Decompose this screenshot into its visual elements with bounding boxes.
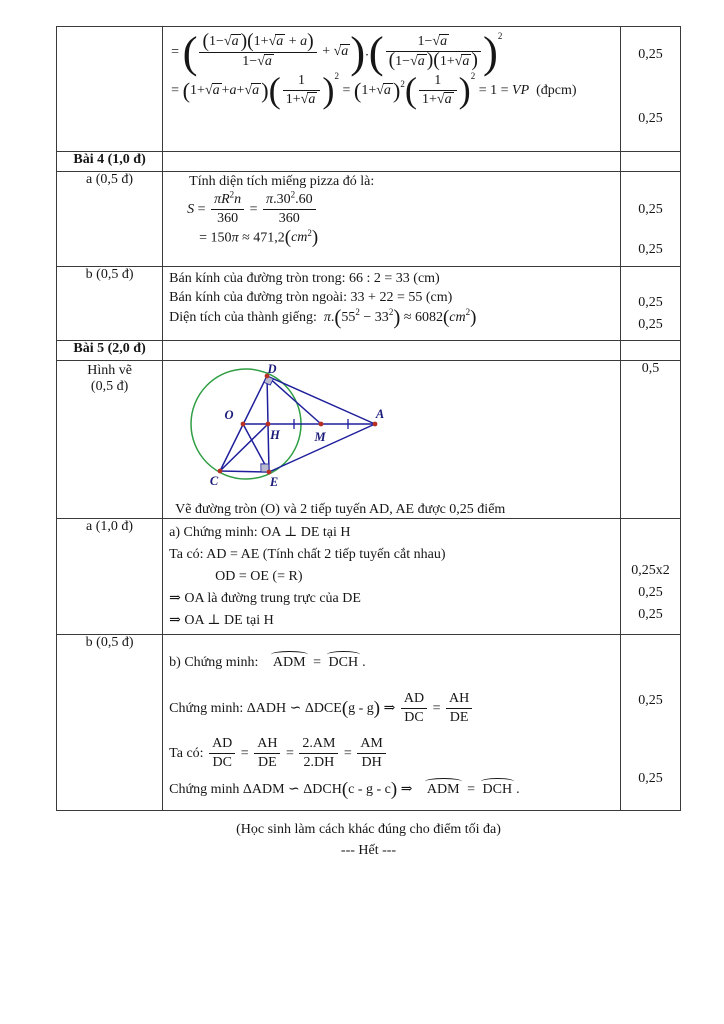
solution-text: OD = OE (= R) (215, 569, 303, 584)
row-bai4-header: Bài 4 (1,0 đ) (55, 151, 682, 172)
formula-line: = (1+√a +a+√a)(1 1+√a) 2 = (1+√a) 2(1 1+√a) 2 … (171, 70, 577, 111)
score-value: 0,25 (638, 317, 663, 332)
row-figure: Hình vẽ (0,5 đ) (55, 360, 682, 519)
score-value: 0,25 (638, 47, 663, 62)
point-M (318, 421, 324, 427)
part-label: b (0,5 đ) (55, 634, 164, 811)
score-value: 0,5 (641, 361, 660, 377)
solution-text: Bán kính của đường tròn trong: 66 : 2 = … (169, 271, 440, 286)
cell-problem-label-empty (55, 26, 164, 152)
score-value: 0,25 (638, 771, 663, 786)
score-value: 0,25 (638, 585, 663, 600)
problem-title: Bài 5 (2,0 đ) (55, 340, 164, 361)
score-value: 0,25 (638, 202, 663, 217)
part-label: Hình vẽ (0,5 đ) (55, 360, 164, 519)
cell-solution: = ((1−√a)(1+√a + a) 1−√a + √a).(1−√a(1−√a… (162, 26, 621, 152)
row-bai4b: b (0,5 đ) Bán kính của đường tròn trong:… (55, 266, 682, 341)
point-O (240, 421, 246, 427)
figure-points-label: (0,5 đ) (90, 379, 129, 394)
segment-DM (266, 375, 322, 425)
score-value: 0,25 (638, 693, 663, 708)
row-bai5a: a (1,0 đ) a) Chứng minh: OA ⊥ DE tại H T… (55, 518, 682, 635)
problem-title: Bài 4 (1,0 đ) (55, 151, 164, 172)
footer-note: (Học sinh làm cách khác đúng cho điểm tố… (236, 822, 501, 837)
score-value: 0,25x2 (631, 563, 670, 578)
part-label: a (0,5 đ) (55, 171, 164, 267)
solution-text: ⇒ OA ⊥ DE tại H (169, 613, 274, 628)
footer-end-marker: --- Hết --- (340, 843, 397, 858)
point-D (264, 373, 270, 379)
cell-empty (162, 151, 621, 172)
figure-caption: Vẽ đường tròn (O) và 2 tiếp tuyến AD, AE… (175, 502, 506, 517)
formula-line: b) Chứng minh: ADM = DCH. (169, 651, 616, 671)
cell-empty (162, 340, 621, 361)
score-value: 0,25 (638, 607, 663, 622)
formula-line: Ta có: AD DC = AH DE = 2.AM 2.DH = AM DH (169, 736, 616, 771)
segment-DA (266, 375, 376, 425)
cell-figure: O D H M A C E Vẽ đường tròn (O) và 2 tiế… (162, 360, 621, 519)
formula-line: = 150π ≈ 471,2(cm2) (199, 227, 319, 249)
point-E (266, 469, 272, 475)
point-label-H: H (269, 428, 281, 442)
cell-score: 0,25 0,25 (619, 634, 682, 811)
cell-solution: Bán kính của đường tròn trong: 66 : 2 = … (162, 266, 621, 341)
geometry-figure: O D H M A C E (190, 362, 384, 489)
formula-line: Diện tích của thành giếng: π.(552 − 332)… (169, 305, 477, 329)
row-bai5b: b (0,5 đ) b) Chứng minh: ADM = DCH. Chứn… (55, 634, 682, 811)
row-bai4a: a (0,5 đ) Tính diện tích miếng pizza đó … (55, 171, 682, 267)
solution-text: ⇒ OA là đường trung trực của DE (169, 591, 361, 606)
solution-text: a) Chứng minh: OA ⊥ DE tại H (169, 525, 351, 540)
solution-text: Ta có: AD = AE (Tính chất 2 tiếp tuyến c… (169, 547, 446, 562)
score-value: 0,25 (638, 295, 663, 310)
part-label: b (0,5 đ) (55, 266, 164, 341)
cell-score (619, 151, 682, 172)
formula-line: = ((1−√a)(1+√a + a) 1−√a + √a).(1−√a(1−√a… (171, 27, 503, 77)
right-angle-mark-E (260, 463, 270, 473)
cell-score (619, 340, 682, 361)
point-label-C: C (210, 474, 219, 488)
cell-solution: b) Chứng minh: ADM = DCH. Chứng minh: ΔA… (162, 634, 621, 811)
formula-line: Chứng minh ΔADM ∽ ΔDCH(c - g - c) ⇒ ADM … (169, 778, 520, 801)
row-bai5-header: Bài 5 (2,0 đ) (55, 340, 682, 361)
point-label-A: A (375, 407, 384, 421)
grading-table: = ((1−√a)(1+√a + a) 1−√a + √a).(1−√a(1−√a… (55, 26, 682, 811)
score-value: 0,25 (638, 111, 663, 126)
cell-score: 0,25 0,25 (619, 26, 682, 152)
solution-text: Bán kính của đường tròn ngoài: 33 + 22 =… (169, 290, 453, 305)
part-label: a (1,0 đ) (55, 518, 164, 635)
formula-line: Chứng minh: ΔADH ∽ ΔDCE(g - g) ⇒ AD DC = … (169, 691, 616, 726)
segment-AE (268, 423, 376, 473)
solution-text: Tính diện tích miếng pizza đó là: (189, 174, 375, 189)
point-C (217, 468, 223, 474)
cell-score: 0,25 0,25 (619, 171, 682, 267)
cell-score: 0,25x2 0,25 0,25 (619, 518, 682, 635)
row-bai3-continued: = ((1−√a)(1+√a + a) 1−√a + √a).(1−√a(1−√a… (55, 26, 682, 152)
score-value: 0,25 (638, 242, 663, 257)
figure-label: Hình vẽ (87, 363, 132, 378)
cell-solution: Tính diện tích miếng pizza đó là: S = πR… (162, 171, 621, 267)
cell-score: 0,5 (619, 360, 682, 519)
point-A (372, 421, 378, 427)
point-label-O: O (225, 408, 234, 422)
segment-CH (219, 423, 269, 472)
formula-line: S = πR2n 360 = π.302.60 360 (187, 190, 616, 227)
point-H (265, 421, 271, 427)
point-label-E: E (269, 475, 278, 489)
cell-solution: a) Chứng minh: OA ⊥ DE tại H Ta có: AD =… (162, 518, 621, 635)
point-label-D: D (267, 363, 277, 376)
cell-score: 0,25 0,25 (619, 266, 682, 341)
page-footer: (Học sinh làm cách khác đúng cho điểm tố… (56, 819, 681, 861)
point-label-M: M (314, 430, 327, 444)
